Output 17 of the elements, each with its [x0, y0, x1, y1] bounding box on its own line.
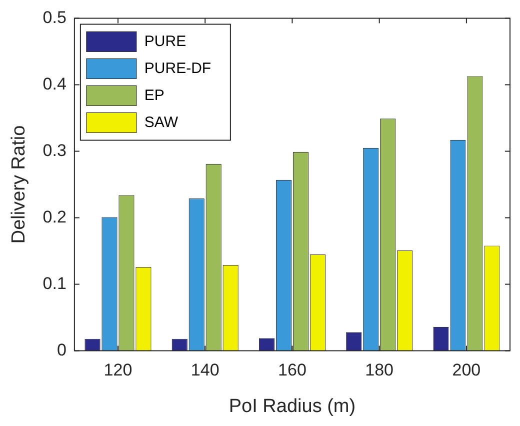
x-tick-label: 140 [190, 360, 220, 380]
y-axis-title: Delivery Ratio [8, 125, 30, 244]
x-tick-label: 160 [278, 360, 306, 380]
y-tick-label: 0 [56, 340, 66, 360]
x-axis-title: PoI Radius (m) [228, 396, 356, 417]
x-tick-label: 180 [365, 360, 394, 380]
y-tick-label: 0.1 [42, 274, 66, 293]
legend-label: PURE-DF [144, 60, 212, 77]
y-tick-label: 0.3 [42, 140, 66, 160]
x-tick-label: 120 [104, 360, 132, 380]
y-tick-label: 0.4 [42, 74, 66, 94]
legend-label: PURE [144, 32, 186, 50]
x-tick-label: 200 [452, 360, 481, 380]
y-tick-label: 0.2 [42, 207, 66, 226]
legend-label: EP [144, 86, 164, 104]
legend-label: SAW [144, 114, 179, 131]
y-tick-label: 0.5 [42, 8, 66, 27]
